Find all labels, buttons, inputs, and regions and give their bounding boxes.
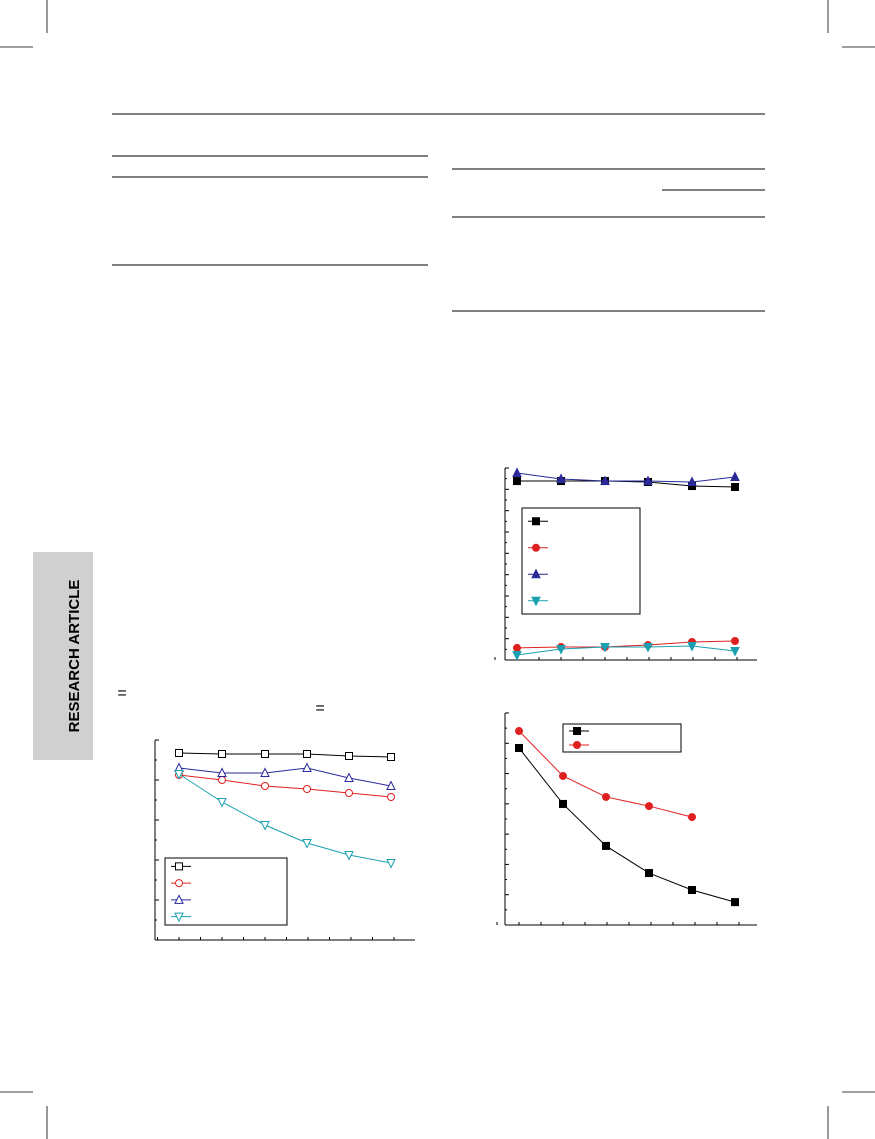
marker	[386, 780, 396, 790]
marker	[688, 813, 696, 822]
legend	[562, 723, 682, 753]
marker	[175, 749, 183, 757]
marker	[386, 859, 396, 869]
marker	[559, 771, 567, 780]
marker	[345, 789, 353, 797]
series-line	[178, 774, 392, 798]
marker	[600, 475, 610, 486]
legend-marker	[175, 879, 183, 888]
legend-marker	[531, 568, 541, 579]
marker	[559, 799, 567, 808]
legend-marker	[531, 596, 541, 607]
equation: =	[315, 700, 324, 717]
legend	[521, 507, 641, 615]
marker	[261, 782, 269, 790]
marker	[602, 841, 610, 850]
marker	[556, 645, 566, 655]
marker	[687, 476, 697, 487]
series-line	[178, 773, 392, 864]
legend-marker	[532, 517, 540, 526]
marker	[731, 898, 739, 907]
equation: =	[117, 685, 126, 702]
marker	[645, 802, 653, 811]
marker	[730, 646, 740, 657]
marker	[513, 643, 521, 652]
legend-marker	[573, 741, 581, 749]
series-line	[518, 747, 736, 903]
marker	[602, 792, 610, 801]
legend-marker	[573, 727, 581, 735]
marker	[218, 750, 226, 758]
marker	[303, 785, 311, 793]
series-line	[516, 640, 736, 649]
marker	[556, 473, 566, 483]
series-line	[178, 752, 392, 758]
series-line	[178, 767, 392, 787]
marker	[345, 752, 353, 760]
marker	[513, 477, 521, 486]
marker	[217, 767, 227, 777]
marker	[344, 772, 354, 782]
marker	[260, 767, 270, 777]
marker	[512, 467, 522, 477]
marker	[302, 839, 312, 849]
legend-marker	[532, 543, 540, 552]
marker	[303, 750, 311, 758]
legend-marker	[174, 912, 184, 923]
marker	[515, 743, 523, 752]
marker	[643, 475, 653, 486]
marker	[643, 642, 653, 653]
marker	[218, 776, 226, 784]
marker	[515, 727, 523, 736]
marker	[731, 636, 739, 645]
marker	[387, 793, 395, 801]
marker	[387, 753, 395, 761]
marker	[302, 762, 312, 772]
series-line	[517, 480, 736, 488]
marker	[260, 821, 270, 831]
side-tab	[33, 552, 93, 760]
marker	[688, 886, 696, 895]
marker	[174, 770, 184, 780]
table-rules	[112, 113, 765, 312]
legend	[164, 857, 288, 926]
series-line	[516, 472, 736, 483]
series-line	[516, 645, 736, 656]
marker	[687, 641, 697, 652]
marker	[600, 642, 610, 653]
marker	[730, 471, 740, 482]
marker	[261, 750, 269, 758]
side-tab-label: RESEARCH ARTICLE	[66, 580, 83, 733]
legend-marker	[174, 894, 184, 904]
marker	[645, 869, 653, 878]
marker	[344, 851, 354, 861]
marker	[217, 798, 227, 808]
legend-marker	[175, 862, 183, 871]
marker	[512, 651, 522, 661]
marker	[731, 483, 739, 492]
